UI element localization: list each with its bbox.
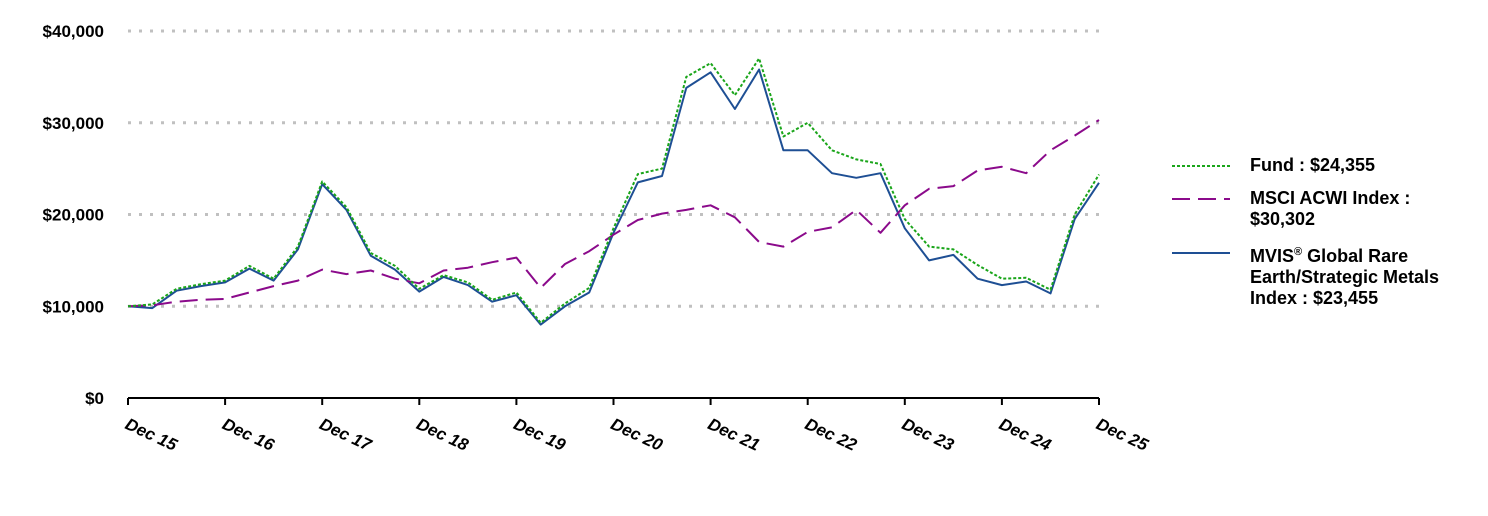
x-axis: Dec 15 Dec 16 Dec 17 Dec 18 Dec 19 Dec 20 Dec … [122,397,1152,455]
x-tick-label: Dec 23 [899,414,957,455]
x-tick-label: Dec 16 [219,414,277,455]
msci-line-swatch-icon [1172,198,1230,200]
mvis-line-swatch-icon [1172,252,1230,254]
series-line [127,119,1100,308]
y-tick-label: $10,000 [43,297,104,316]
legend-item-msci: MSCI ACWI Index : $30,302 [1172,188,1472,230]
x-tick-label: Dec 18 [414,414,472,455]
fund-line-swatch-icon [1172,165,1230,167]
legend-item-mvis: MVIS® Global Rare Earth/Strategic Metals… [1172,242,1472,309]
y-tick-label: $40,000 [43,22,104,41]
x-tick-label: Dec 25 [1093,414,1151,455]
legend: Fund : $24,355 MSCI ACWI Index : $30,302… [1172,155,1472,321]
x-tick-label: Dec 20 [608,414,666,455]
series-line [127,68,1100,326]
x-tick-label: Dec 15 [122,414,180,455]
y-axis: $0 $10,000 $20,000 $30,000 $40,000 [43,22,104,408]
gridlines [128,29,1099,308]
x-tick-label: Dec 17 [317,414,376,455]
legend-item-fund: Fund : $24,355 [1172,155,1472,176]
series-lines [127,57,1100,326]
series-line [127,57,1100,324]
x-tick-label: Dec 19 [511,414,569,455]
y-tick-label: $20,000 [43,206,104,225]
legend-label-fund: Fund : $24,355 [1250,155,1376,175]
x-tick-label: Dec 24 [996,414,1054,455]
y-tick-label: $0 [85,389,104,408]
legend-label-msci: MSCI ACWI Index : $30,302 [1250,188,1411,229]
line-chart: $0$10,000$20,000$30,000$40,000 Dec 15 Dec… [43,22,1152,455]
y-tick-label: $30,000 [43,114,104,133]
x-tick-label: Dec 22 [802,414,860,455]
legend-label-mvis: MVIS® Global Rare Earth/Strategic Metals… [1250,246,1440,308]
x-tick-label: Dec 21 [705,414,763,454]
